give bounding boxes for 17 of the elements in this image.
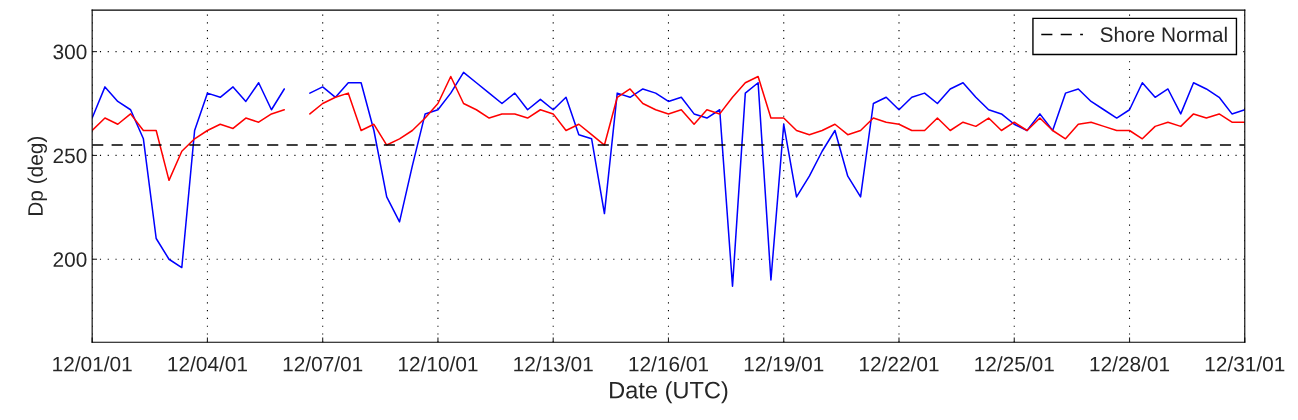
x-tick-label: 12/07/01 bbox=[283, 356, 363, 372]
y-tick-label: 300 bbox=[53, 44, 87, 60]
x-tick-label: 12/01/01 bbox=[53, 356, 132, 372]
y-axis-title: Dp (deg) bbox=[27, 136, 47, 216]
x-axis-title: Date (UTC) bbox=[610, 381, 728, 404]
x-tick-label: 12/19/01 bbox=[744, 356, 824, 372]
x-tick-label: 12/22/01 bbox=[860, 356, 939, 372]
y-tick-label: 250 bbox=[53, 148, 87, 164]
x-tick-label: 12/13/01 bbox=[514, 356, 593, 372]
x-tick-label: 12/25/01 bbox=[975, 356, 1054, 372]
x-tick-label: 12/10/01 bbox=[398, 356, 478, 372]
x-tick-label: 12/04/01 bbox=[168, 356, 247, 372]
legend-label: Shore Normal bbox=[1100, 26, 1227, 43]
x-tick-label: 12/16/01 bbox=[629, 356, 708, 372]
x-tick-label: 12/31/01 bbox=[1205, 356, 1285, 372]
x-tick-label: 12/28/01 bbox=[1090, 356, 1170, 372]
y-tick-label: 200 bbox=[53, 252, 87, 267]
